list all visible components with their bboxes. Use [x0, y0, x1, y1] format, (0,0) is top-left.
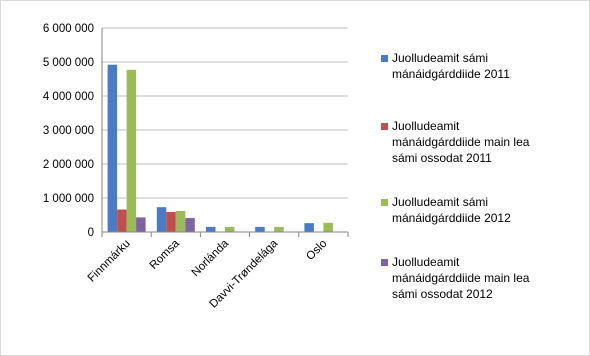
- y-tick-label: 1 000 000: [43, 193, 94, 205]
- bar: [274, 226, 284, 232]
- legend-label: sámi ossodat 2011: [392, 151, 492, 165]
- legend-swatch: [381, 55, 388, 62]
- bar: [185, 218, 195, 232]
- bars: [107, 64, 333, 232]
- legend-label: Juolludeamit: [392, 255, 460, 269]
- legend-swatch: [381, 259, 388, 266]
- bar: [166, 211, 176, 232]
- bar: [175, 210, 186, 232]
- x-tick-label: Norlánda: [190, 237, 232, 279]
- bar: [107, 64, 118, 232]
- y-tick-label: 2 000 000: [43, 159, 94, 171]
- legend-label: Juolludeamit sámi: [392, 51, 488, 65]
- y-tick-label: 5 000 000: [43, 57, 94, 69]
- legend-label: Juolludeamit: [392, 119, 460, 133]
- y-tick-label: 4 000 000: [43, 91, 94, 103]
- legend-label: sámi ossodat 2012: [392, 287, 493, 301]
- bar: [255, 226, 265, 232]
- bar: [126, 69, 137, 232]
- legend: Juolludeamit sámi mánáidgárddiide 2011 Juo…: [381, 51, 530, 301]
- bar: [225, 226, 235, 232]
- legend-label: mánáidgárddiide 2012: [392, 211, 511, 225]
- bar: [304, 223, 314, 232]
- bar: [206, 226, 216, 232]
- legend-swatch: [381, 123, 388, 130]
- bar: [323, 222, 333, 232]
- legend-label: mánáidgárddiide main lea: [392, 271, 530, 285]
- y-tick-label: 0: [88, 227, 94, 239]
- bar: [117, 209, 127, 232]
- y-axis: 0 1 000 000 2 000 000 3 000 000 4 000 000 5 0…: [43, 23, 103, 239]
- x-tick-label: Oslo: [304, 238, 329, 263]
- y-tick-label: 6 000 000: [43, 23, 94, 35]
- legend-swatch: [381, 199, 388, 206]
- y-tick-label: 3 000 000: [43, 125, 94, 137]
- x-tick-label: Finnmárku: [86, 238, 133, 285]
- legend-label: mánáidgárddiide main lea: [392, 135, 530, 149]
- bar: [156, 207, 167, 232]
- legend-label: Juolludeamit sámi: [392, 195, 488, 209]
- gridlines: [102, 27, 348, 233]
- legend-label: mánáidgárddiide 2011: [392, 67, 510, 81]
- bar: [136, 217, 146, 232]
- x-tick-label: Romsa: [148, 237, 183, 272]
